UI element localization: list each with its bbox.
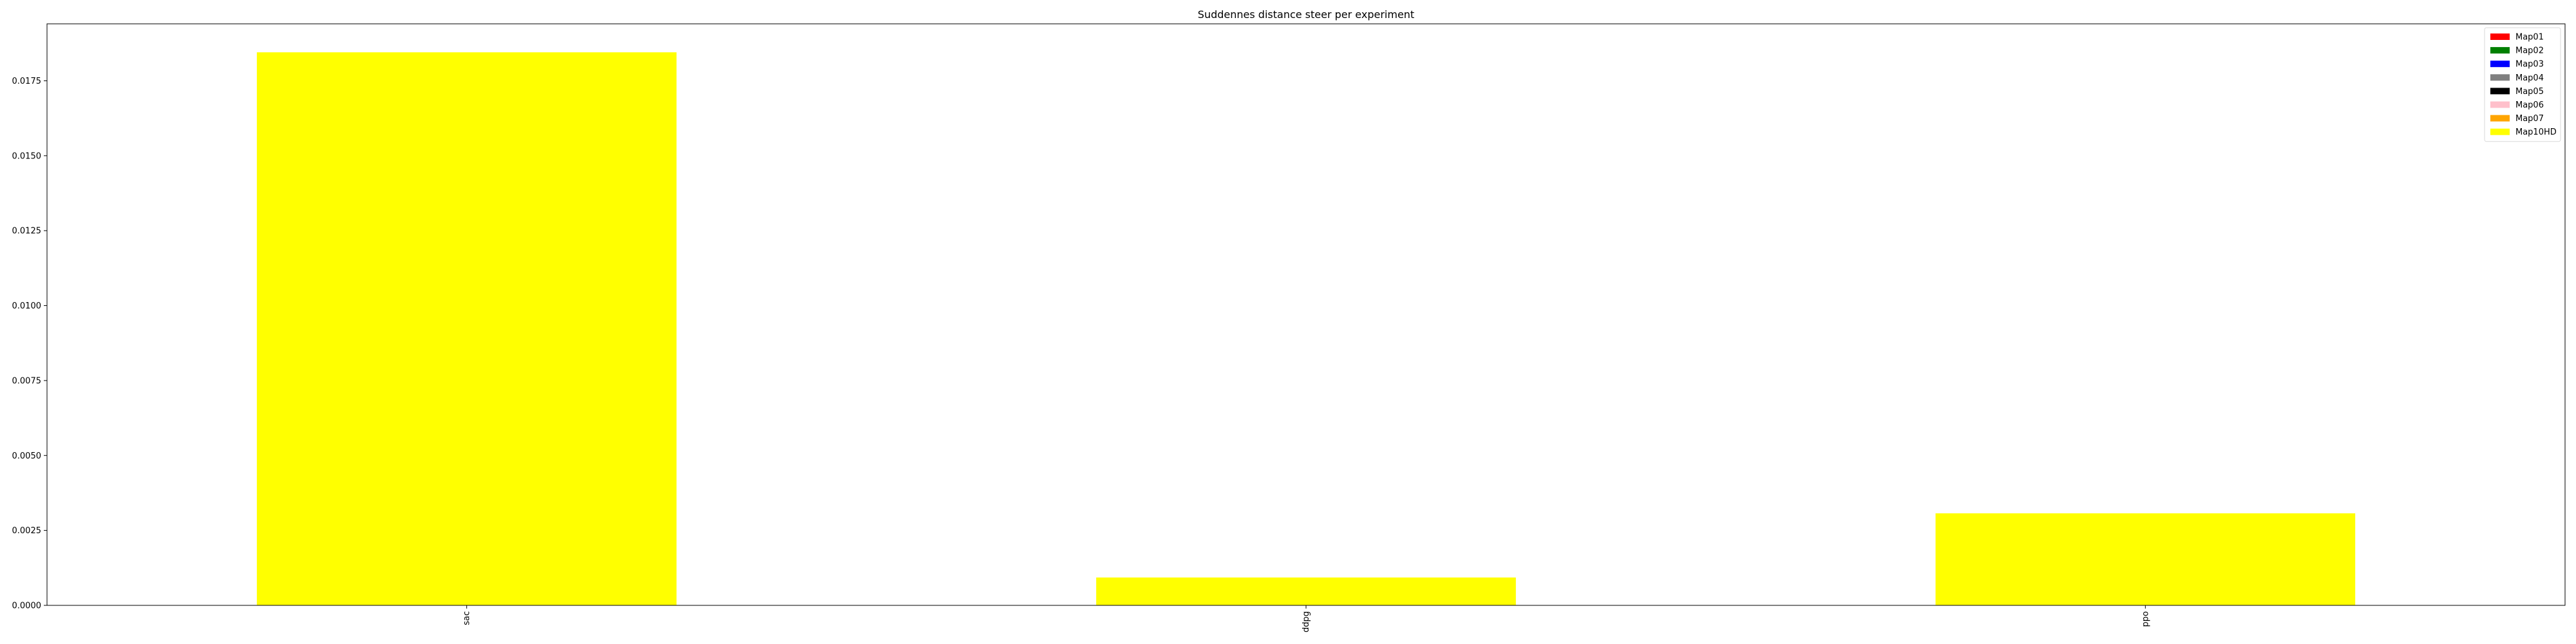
- legend-label: Map06: [2515, 100, 2544, 110]
- axes-layer: sac ddpg ppo 0.0000 0.0025 0.0050 0.0075 0.0100…: [12, 23, 2566, 632]
- y-tick-label: 0.0075: [12, 376, 42, 386]
- bar-sac-map10hd: [256, 52, 677, 606]
- legend-label: Map10HD: [2515, 128, 2557, 137]
- legend: Map01 Map02 Map03 Map04 Map05 Map06 Map07 Map10…: [2484, 27, 2561, 142]
- chart-title: Suddennes distance steer per experiment: [1198, 8, 1414, 21]
- legend-label: Map03: [2515, 60, 2544, 70]
- legend-label: Map04: [2515, 73, 2544, 83]
- y-tick-label: 0.0050: [12, 451, 42, 461]
- bars-layer: [256, 52, 2356, 606]
- plot-frame: [46, 23, 2566, 606]
- y-tick-label: 0.0125: [12, 227, 42, 236]
- legend-swatch: [2490, 33, 2510, 40]
- legend-swatch: [2490, 128, 2510, 135]
- legend-swatch: [2490, 88, 2510, 95]
- y-tick-label: 0.0175: [12, 77, 42, 86]
- legend-swatch: [2490, 101, 2510, 108]
- legend-swatch: [2490, 61, 2510, 68]
- legend-swatch: [2490, 74, 2510, 81]
- legend-label: Map07: [2515, 114, 2544, 124]
- x-tick-label: ddpg: [1302, 611, 1311, 632]
- legend-swatch: [2490, 47, 2510, 54]
- x-tick-label: sac: [462, 611, 472, 625]
- legend-swatch: [2490, 115, 2510, 122]
- x-tick-label: ppo: [2141, 611, 2150, 627]
- y-tick-label: 0.0100: [12, 301, 42, 311]
- legend-box: [2484, 27, 2561, 142]
- legend-label: Map05: [2515, 87, 2544, 97]
- y-tick-label: 0.0000: [12, 601, 42, 611]
- bar-ppo-map10hd: [1935, 513, 2356, 605]
- legend-label: Map01: [2515, 33, 2544, 43]
- y-tick-label: 0.0025: [12, 526, 42, 536]
- legend-label: Map02: [2515, 46, 2544, 56]
- y-tick-label: 0.0150: [12, 151, 42, 161]
- bar-ddpg-map10hd: [1096, 577, 1516, 605]
